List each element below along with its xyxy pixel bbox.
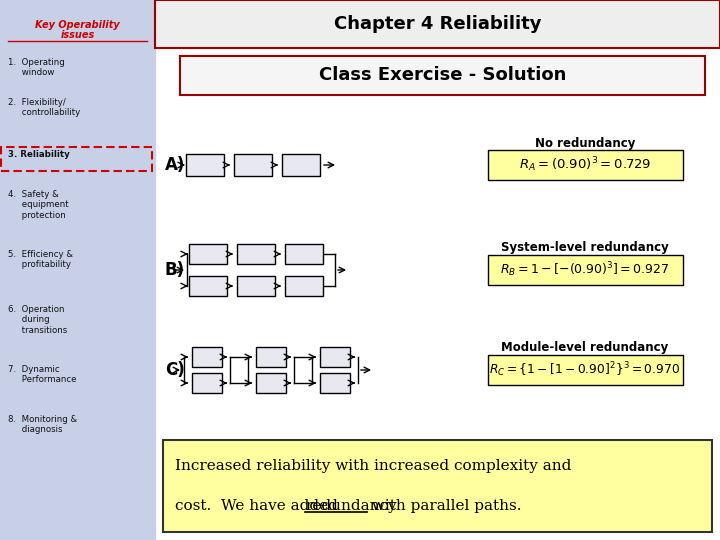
Text: Increased reliability with increased complexity and: Increased reliability with increased com… bbox=[175, 459, 572, 472]
Bar bbox=[180, 56, 705, 95]
Text: Chapter 4 Reliability: Chapter 4 Reliability bbox=[334, 15, 541, 33]
Bar bbox=[0, 0, 155, 540]
Bar bbox=[282, 154, 320, 176]
Bar bbox=[487, 255, 683, 285]
Text: 8.  Monitoring &
     diagnosis: 8. Monitoring & diagnosis bbox=[8, 415, 77, 434]
Text: No redundancy: No redundancy bbox=[535, 137, 635, 150]
Text: 6.  Operation
     during
     transitions: 6. Operation during transitions bbox=[8, 305, 67, 335]
Text: $R_A = (0.90)^3 = 0.729$: $R_A = (0.90)^3 = 0.729$ bbox=[519, 156, 651, 174]
Bar bbox=[163, 440, 712, 532]
Bar bbox=[189, 276, 227, 296]
Bar bbox=[186, 154, 224, 176]
Text: Key Operability: Key Operability bbox=[35, 20, 120, 30]
Bar bbox=[192, 373, 222, 393]
Bar bbox=[285, 244, 323, 264]
Bar bbox=[487, 355, 683, 385]
Text: Class Exercise - Solution: Class Exercise - Solution bbox=[319, 66, 566, 84]
Text: B): B) bbox=[165, 261, 185, 279]
Bar bbox=[234, 154, 272, 176]
Text: $R_C = \left\{1 - \left[1-0.90\right]^2\right\}^3 = 0.970$: $R_C = \left\{1 - \left[1-0.90\right]^2\… bbox=[490, 361, 680, 379]
Bar bbox=[320, 347, 350, 367]
Text: 4.  Safety &
     equipment
     protection: 4. Safety & equipment protection bbox=[8, 190, 68, 220]
Text: 2.  Flexibility/
     controllability: 2. Flexibility/ controllability bbox=[8, 98, 80, 117]
Text: $R_B = 1 - \left[-(0.90)^3\right] = 0.927$: $R_B = 1 - \left[-(0.90)^3\right] = 0.92… bbox=[500, 261, 670, 279]
Bar bbox=[285, 276, 323, 296]
Text: cost.  We have added: cost. We have added bbox=[175, 500, 343, 513]
Bar bbox=[256, 347, 286, 367]
Bar bbox=[189, 244, 227, 264]
Bar bbox=[320, 373, 350, 393]
Bar bbox=[155, 0, 720, 48]
Text: issues: issues bbox=[60, 30, 94, 40]
Text: C): C) bbox=[165, 361, 185, 379]
Bar bbox=[192, 347, 222, 367]
Text: with parallel paths.: with parallel paths. bbox=[367, 500, 522, 513]
Text: System-level redundancy: System-level redundancy bbox=[501, 241, 669, 254]
Bar bbox=[256, 373, 286, 393]
Text: 7.  Dynamic
     Performance: 7. Dynamic Performance bbox=[8, 365, 76, 384]
Bar bbox=[155, 0, 720, 48]
Text: redundancy: redundancy bbox=[305, 500, 397, 513]
Bar bbox=[487, 150, 683, 180]
Text: 1.  Operating
     window: 1. Operating window bbox=[8, 58, 65, 77]
Bar bbox=[237, 244, 275, 264]
Text: Module-level redundancy: Module-level redundancy bbox=[501, 341, 669, 354]
Bar bbox=[237, 276, 275, 296]
Text: 5.  Efficiency &
     profitability: 5. Efficiency & profitability bbox=[8, 250, 73, 269]
Text: 3. Reliability: 3. Reliability bbox=[8, 150, 70, 159]
Text: A): A) bbox=[165, 156, 185, 174]
